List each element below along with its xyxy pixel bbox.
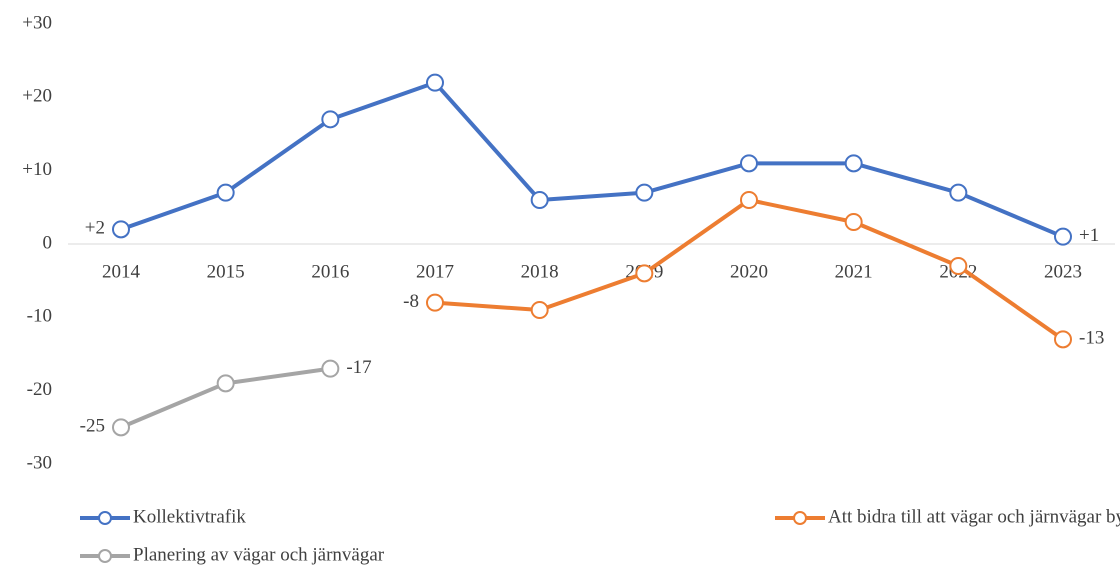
marker [112, 220, 130, 239]
y-tick-label: +20 [22, 86, 52, 107]
data-label: -13 [1079, 328, 1104, 349]
marker [321, 359, 340, 378]
marker [216, 374, 235, 393]
y-tick-label: +10 [22, 159, 52, 180]
x-tick-label: 2020 [730, 261, 768, 282]
legend-label: Kollektivtrafik [133, 506, 246, 527]
marker [844, 154, 863, 173]
y-tick-label: -10 [27, 306, 52, 327]
marker [1054, 330, 1072, 349]
marker [216, 183, 235, 202]
marker [112, 418, 130, 437]
legend-marker [98, 511, 112, 525]
legend-label: Planering av vägar och järnvägar [133, 544, 385, 565]
marker [321, 110, 340, 129]
marker [949, 183, 968, 202]
data-label: -8 [403, 291, 419, 312]
data-label: -17 [346, 357, 371, 378]
marker [740, 191, 758, 209]
marker [530, 191, 549, 209]
marker [426, 293, 444, 312]
x-tick-label: 2017 [416, 261, 454, 282]
x-tick-label: 2023 [1044, 261, 1082, 282]
y-tick-label: 0 [43, 232, 53, 253]
x-tick-label: 2021 [835, 261, 873, 282]
x-tick-label: 2015 [207, 261, 245, 282]
marker [844, 213, 863, 231]
x-tick-label: 2016 [311, 261, 349, 282]
marker [426, 73, 444, 92]
x-tick-label: 2014 [102, 261, 141, 282]
legend-label: Att bidra till att vägar och järnvägar b… [828, 506, 1120, 527]
y-tick-label: -30 [27, 452, 52, 473]
x-tick-label: 2018 [521, 261, 559, 282]
marker [740, 154, 758, 173]
marker [530, 301, 549, 319]
legend-marker [98, 549, 112, 563]
marker [635, 264, 654, 283]
marker [635, 183, 654, 202]
marker [949, 257, 968, 275]
y-tick-label: +30 [22, 12, 52, 33]
series-line [120, 80, 1064, 239]
data-label: +1 [1079, 225, 1099, 246]
marker [1054, 227, 1072, 246]
data-label: -25 [80, 416, 105, 437]
legend-marker [793, 511, 807, 525]
y-tick-label: -20 [27, 379, 52, 400]
data-label: +2 [85, 218, 105, 239]
